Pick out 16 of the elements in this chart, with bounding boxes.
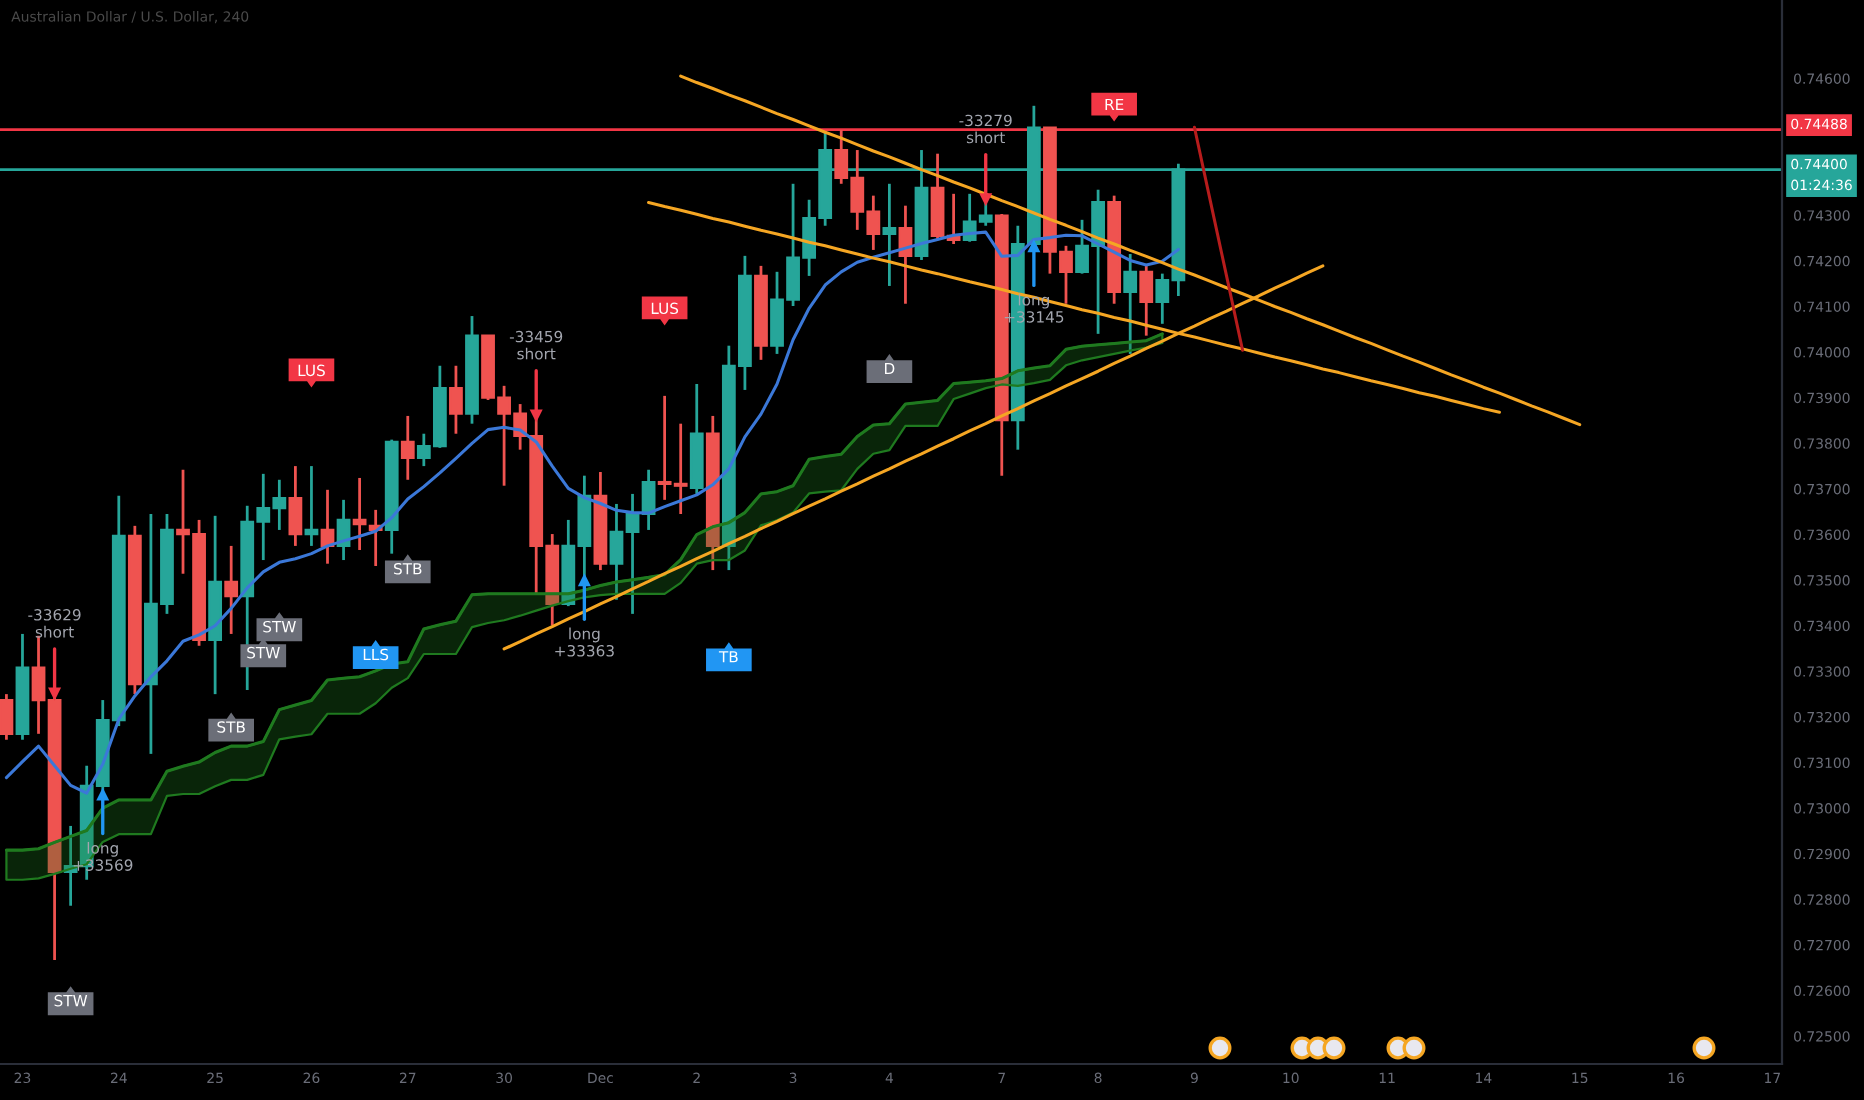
- candlestick: [930, 152, 945, 242]
- point: [529, 409, 543, 423]
- candlestick: [0, 692, 14, 742]
- candlestick: [304, 464, 319, 548]
- candlestick: [882, 182, 897, 288]
- point: [96, 787, 110, 801]
- candlestick: [1139, 262, 1154, 338]
- point: [979, 193, 993, 207]
- candlestick: [288, 464, 303, 548]
- candlestick: [449, 364, 463, 436]
- point: [577, 573, 591, 587]
- candlestick: [224, 544, 239, 636]
- candlestick: [400, 414, 415, 482]
- candlestick: [1123, 252, 1138, 356]
- candlestick: [352, 476, 367, 552]
- line-series: [1192, 125, 1245, 352]
